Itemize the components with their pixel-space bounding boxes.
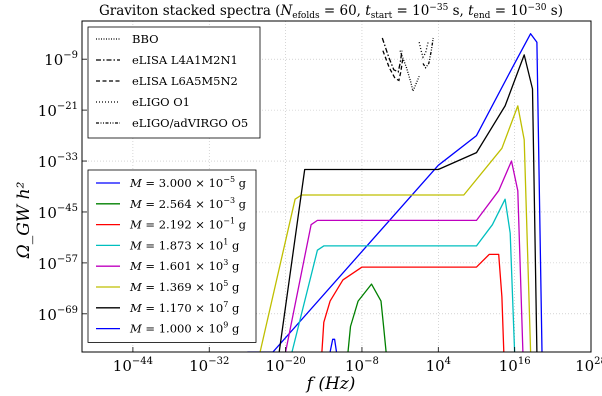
detector-legend-label: eLISA L6A5M5N2: [132, 74, 238, 88]
y-axis-label: Ω_GW h²: [14, 181, 34, 259]
series-line-2: [347, 283, 387, 352]
plot-frame: [81, 20, 592, 353]
mass-legend-label: M = 1.000 × 109 g: [129, 321, 240, 336]
detector-curve-3: [382, 50, 404, 82]
series-line-1: [247, 33, 543, 352]
x-tick-label: 10−8: [345, 356, 379, 375]
mass-legend-label: M = 2.564 × 10−3 g: [129, 196, 247, 211]
mass-legend-label: M = 2.192 × 10−1 g: [129, 217, 247, 232]
x-tick-label: 10−44: [113, 356, 153, 375]
mass-legend-label: M = 1.601 × 103 g: [129, 258, 240, 273]
detector-curve-2: [381, 37, 403, 73]
series-line-4: [291, 198, 516, 352]
detector-curve-5: [422, 37, 434, 69]
y-tick-label: 10−45: [38, 203, 78, 222]
detector-legend-label: BBO: [132, 32, 159, 46]
series-line-6: [259, 105, 532, 352]
mass-legend: M = 3.000 × 10−5 g M = 2.564 × 10−3 g M = …: [87, 169, 257, 343]
mass-legend-label: M = 1.369 × 105 g: [129, 279, 240, 294]
x-tick-label: 104: [426, 356, 451, 375]
x-tick-label: 1016: [499, 356, 531, 375]
y-tick-label: 10−21: [38, 101, 78, 120]
x-axis-label: f (Hz): [305, 374, 356, 394]
mass-legend-label: M = 1.873 × 101 g: [129, 237, 240, 252]
detector-legend-box: [87, 26, 261, 139]
x-tick-label: 10−20: [265, 356, 305, 375]
series-lines: [247, 33, 543, 352]
detector-curve-4: [418, 42, 429, 59]
series-line-5: [284, 160, 524, 352]
y-tick-label: 10−9: [44, 50, 78, 69]
series-line-8: [329, 338, 338, 352]
detector-legend-label: eLIGO/adVIRGO O5: [132, 116, 248, 130]
y-tick-label: 10−33: [38, 152, 78, 171]
x-tick-label: 1028: [575, 356, 602, 375]
detector-curve-1: [399, 50, 420, 94]
detector-legend: BBO eLISA L4A1M2N1 eLISA L6A5M5N2 eLIGO O1 e…: [87, 26, 261, 139]
series-line-7: [278, 54, 538, 352]
mass-legend-label: M = 1.170 × 107 g: [129, 300, 240, 315]
x-tick-label: 10−32: [189, 356, 229, 375]
detector-curves: [381, 37, 434, 94]
y-tick-label: 10−69: [38, 305, 78, 324]
mass-legend-label: M = 3.000 × 10−5 g: [129, 175, 247, 190]
detector-legend-label: eLISA L4A1M2N1: [132, 53, 238, 67]
mass-legend-box: [87, 169, 257, 343]
chart-title: Graviton stacked spectra (Nefolds = 60, …: [99, 3, 563, 21]
ticks: 10−44 10−32 10−20 10−8 104 1016 1028 10−9 10−21 1…: [38, 50, 602, 375]
detector-legend-label: eLIGO O1: [132, 95, 190, 109]
y-tick-label: 10−57: [38, 254, 78, 273]
series-line-3: [321, 253, 505, 352]
